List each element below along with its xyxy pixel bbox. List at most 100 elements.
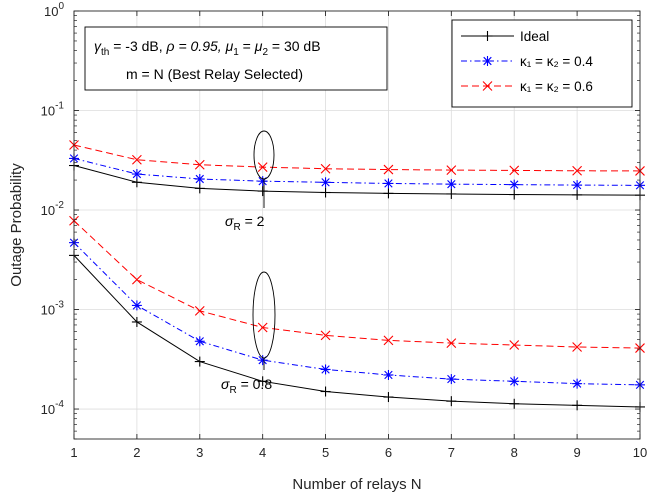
sigma-low-label: σR = 0.8 <box>221 376 272 396</box>
marker-stroke <box>572 180 582 190</box>
data-point <box>320 364 331 375</box>
marker-stroke <box>131 154 142 165</box>
data-point <box>194 173 205 184</box>
data-point <box>446 338 457 348</box>
data-point <box>131 274 142 285</box>
data-point <box>257 355 268 366</box>
y-axis-label: Outage Probability <box>8 163 25 287</box>
marker-stroke <box>483 56 492 66</box>
data-point <box>320 163 331 174</box>
data-point <box>572 342 582 352</box>
series-line <box>69 250 645 412</box>
plot-frame <box>73 10 641 440</box>
y-tick-label: 10-3 <box>41 300 65 318</box>
data-point <box>194 305 205 316</box>
data-point <box>383 178 394 189</box>
series-path <box>73 144 641 172</box>
series-path <box>73 157 641 186</box>
data-point <box>131 154 142 165</box>
marker-stroke <box>195 337 204 346</box>
data-point <box>446 188 457 199</box>
marker-stroke <box>446 165 457 175</box>
marker-stroke <box>257 162 268 172</box>
data-point <box>257 376 268 387</box>
data-point <box>194 356 205 367</box>
data-point <box>257 186 268 197</box>
y-tick-label: 10-4 <box>41 399 65 417</box>
legend-label: κ₁ = κ₂ = 0.6 <box>520 79 593 94</box>
marker-stroke <box>572 165 582 176</box>
data-point <box>257 162 268 172</box>
data-point <box>131 169 142 180</box>
data-point <box>383 335 394 346</box>
marker-stroke <box>510 377 519 386</box>
data-point <box>446 165 457 175</box>
legend-item: Ideal <box>461 29 549 44</box>
data-point <box>509 179 520 190</box>
data-point <box>446 396 457 407</box>
marker-stroke <box>510 180 519 189</box>
data-point <box>509 189 520 200</box>
marker-stroke <box>572 342 582 352</box>
data-point <box>194 183 205 194</box>
data-point <box>509 376 520 387</box>
data-point <box>509 340 520 350</box>
data-point <box>572 378 583 389</box>
y-tick-label: 10-2 <box>41 200 65 218</box>
data-point <box>572 165 582 176</box>
marker-stroke <box>383 164 394 175</box>
series-path <box>73 220 641 349</box>
data-point <box>257 176 268 187</box>
marker-stroke <box>194 305 205 316</box>
params-line2: m = N (Best Relay Selected) <box>126 66 303 82</box>
series-path <box>73 242 641 386</box>
marker-stroke <box>131 274 142 285</box>
x-tick-label: 6 <box>385 445 392 460</box>
data-point <box>383 188 394 199</box>
data-point <box>131 316 142 327</box>
marker-stroke <box>194 159 205 170</box>
x-tick-label: 4 <box>259 445 266 460</box>
data-point <box>131 300 142 311</box>
x-axis-label: Number of relays N <box>292 476 421 493</box>
legend-label: Ideal <box>520 29 549 44</box>
legend-item: κ₁ = κ₂ = 0.6 <box>461 79 593 94</box>
marker-stroke <box>257 322 268 333</box>
marker-stroke <box>384 179 393 188</box>
marker-stroke <box>132 169 142 179</box>
y-tick-label: 10-1 <box>41 101 65 119</box>
series-path <box>73 255 641 408</box>
legend-label: κ₁ = κ₂ = 0.4 <box>520 54 593 69</box>
data-point <box>482 56 493 66</box>
data-point <box>257 322 268 333</box>
marker-stroke <box>320 163 331 174</box>
data-point <box>446 374 457 385</box>
x-tick-label: 8 <box>511 445 518 460</box>
x-tick-label: 2 <box>133 445 140 460</box>
marker-stroke <box>320 330 331 341</box>
series-path <box>73 165 641 196</box>
marker-stroke <box>383 335 394 346</box>
marker-stroke <box>321 365 330 374</box>
marker-stroke <box>195 174 204 184</box>
x-tick-label: 1 <box>70 445 77 460</box>
data-point <box>482 81 493 91</box>
params-line1: γth = -3 dB, ρ = 0.95, μ1 = μ2 = 30 dB <box>94 38 321 58</box>
legend-box <box>451 19 633 108</box>
ticks: 1 2 3 4 5 6 7 8 9 10 10-4 10-3 10-2 10-1 100 <box>41 1 648 460</box>
y-tick-label: 100 <box>44 1 64 19</box>
data-point <box>320 386 331 397</box>
data-point <box>383 164 394 175</box>
x-tick-label: 9 <box>573 445 580 460</box>
data-point <box>509 398 520 409</box>
data-point <box>320 330 331 341</box>
data-point <box>572 400 583 411</box>
x-tick-label: 7 <box>448 445 455 460</box>
data-point <box>194 336 205 347</box>
x-tick-label: 5 <box>322 445 329 460</box>
marker-stroke <box>482 81 493 91</box>
data-point <box>446 179 457 190</box>
marker-stroke <box>509 340 520 350</box>
data-point <box>194 159 205 170</box>
data-point <box>482 31 493 41</box>
